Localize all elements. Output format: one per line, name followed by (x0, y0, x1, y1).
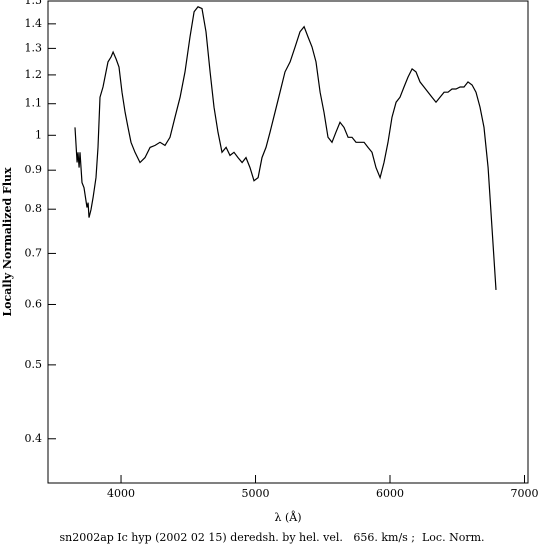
caption: sn2002ap Ic hyp (2002 02 15) deredsh. by… (59, 531, 484, 544)
y-tick-label: 0.9 (25, 163, 43, 176)
y-tick-label: 1.3 (25, 41, 43, 54)
y-tick-label: 0.4 (25, 432, 43, 445)
y-tick-label: 1 (35, 128, 42, 141)
y-tick-label: 1.2 (25, 68, 43, 81)
y-tick-label: 0.7 (25, 246, 43, 259)
x-axis-label: λ (Å) (275, 510, 302, 524)
y-tick-label: 0.6 (25, 297, 43, 310)
y-tick-label: 0.5 (25, 358, 43, 371)
y-tick-label: 1.5 (25, 0, 43, 7)
x-tick-label: 4000 (107, 487, 135, 500)
x-tick-label: 5000 (242, 487, 270, 500)
y-tick-label: 1.1 (25, 97, 43, 110)
x-tick-label: 6000 (376, 487, 404, 500)
spectrum-line (74, 6, 497, 290)
y-tick-label: 0.8 (25, 202, 43, 215)
plot-frame (47, 0, 529, 484)
y-axis-label: Locally Normalized Flux (1, 167, 14, 317)
x-tick-label: 7000 (511, 487, 539, 500)
y-tick-label: 1.4 (25, 17, 43, 30)
